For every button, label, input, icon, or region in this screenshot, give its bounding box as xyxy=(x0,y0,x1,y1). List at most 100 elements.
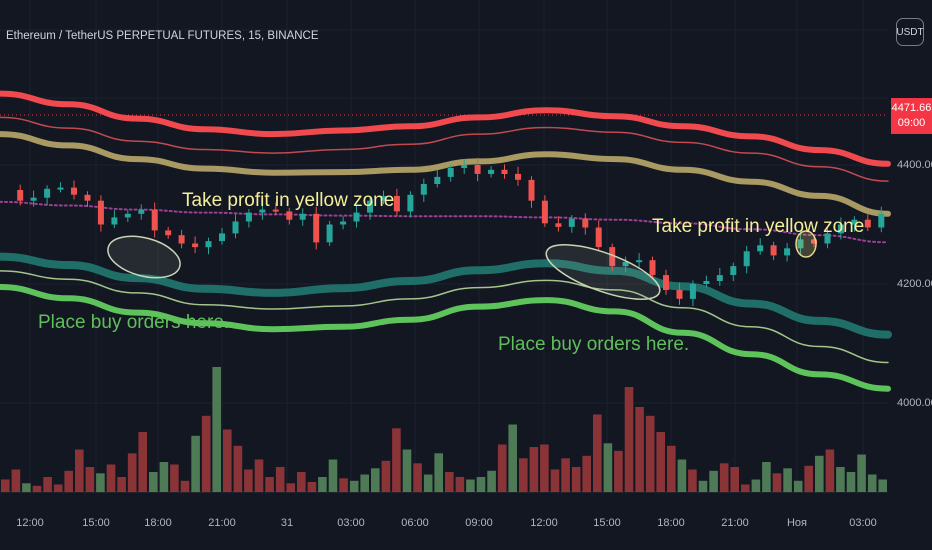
candle-body xyxy=(192,243,199,248)
candle-body xyxy=(286,211,293,220)
candle-body xyxy=(245,212,252,222)
volume-bar xyxy=(402,449,412,492)
candle-body xyxy=(609,247,616,267)
last-price: 4471.66 xyxy=(891,102,932,114)
volume-bar xyxy=(857,454,866,492)
volume-bar xyxy=(751,479,761,492)
candle-body xyxy=(17,190,24,201)
volume-bar xyxy=(423,474,433,492)
volume-bar xyxy=(297,472,306,492)
volume-bar xyxy=(180,480,190,493)
volume-bar xyxy=(561,458,570,493)
y-axis: 4400.00 4200.00 4000.00 xyxy=(897,159,932,409)
volume-bar xyxy=(286,483,295,493)
candle-body xyxy=(367,200,373,213)
volume-bar xyxy=(540,444,549,492)
candle-body xyxy=(811,239,817,244)
volume-bar xyxy=(43,477,52,492)
volume-bar xyxy=(445,472,454,492)
bar-countdown: 09:00 xyxy=(897,117,926,129)
candle-body xyxy=(219,233,225,242)
candles xyxy=(17,157,885,306)
volume-bar xyxy=(318,477,327,492)
profit-zone-marker xyxy=(795,230,817,258)
candle-body xyxy=(663,275,669,290)
volume-bar xyxy=(772,473,782,493)
candle-body xyxy=(111,217,118,225)
volume-bar xyxy=(455,477,465,492)
candle-body xyxy=(555,223,562,227)
volume-bar xyxy=(170,464,179,492)
volume-bar xyxy=(233,445,243,493)
candle-body xyxy=(501,169,508,174)
volume-bar xyxy=(815,455,824,493)
volume-bar xyxy=(698,480,708,493)
volume-bar xyxy=(466,479,475,492)
volume-bar xyxy=(191,435,200,493)
volume-bar xyxy=(667,445,676,493)
x-tick-label: Ноя xyxy=(787,517,807,529)
candle-body xyxy=(447,168,454,177)
volume-bar xyxy=(635,407,644,492)
buy-zone-ellipse-1 xyxy=(107,235,181,279)
volume-bar xyxy=(867,474,877,492)
y-tick-label: 4000.00 xyxy=(897,397,932,409)
annotation-buy-2: Place buy orders here. xyxy=(498,334,689,355)
volume-bar xyxy=(719,463,729,493)
volume-bar xyxy=(709,470,718,493)
volume-bar xyxy=(677,459,687,492)
volume-bar xyxy=(32,485,42,493)
x-tick-label: 03:00 xyxy=(849,517,877,529)
volume-bar xyxy=(392,428,401,493)
volume-bar xyxy=(519,458,528,493)
volume-bar xyxy=(244,469,253,492)
volume-bar xyxy=(571,467,581,492)
volume-bar xyxy=(328,459,338,492)
candle-body xyxy=(232,221,239,234)
candle-body xyxy=(703,281,710,284)
currency-selector[interactable]: USDT xyxy=(896,18,924,46)
band-mid-dotted xyxy=(0,200,889,244)
candle-body xyxy=(205,241,212,248)
x-tick-label: 15:00 xyxy=(593,517,621,529)
candle-body xyxy=(595,227,602,248)
candle-body xyxy=(797,239,804,249)
volume-bar xyxy=(201,415,211,493)
y-tick-label: 4200.00 xyxy=(897,278,932,290)
volume-bar xyxy=(497,444,507,492)
volume-bar xyxy=(360,474,369,492)
volume-bar xyxy=(1,479,10,492)
volume-bar xyxy=(349,480,359,493)
annotation-buy-1: Place buy orders here. xyxy=(38,312,229,333)
volume-bar xyxy=(106,464,116,492)
volume-bar xyxy=(413,463,422,493)
volume-bar xyxy=(265,477,274,492)
candle-body xyxy=(824,233,831,244)
volume-bar xyxy=(487,470,496,493)
chart-title: Ethereum / TetherUS PERPETUAL FUTURES, 1… xyxy=(6,30,319,42)
candle-body xyxy=(84,194,91,201)
candle-body xyxy=(299,213,306,220)
candle-body xyxy=(488,169,495,174)
bands xyxy=(0,90,892,392)
volume-bar xyxy=(159,462,169,492)
candle-body xyxy=(837,224,844,234)
candle-body xyxy=(851,219,858,225)
volume-bar xyxy=(64,470,73,493)
volume-bar xyxy=(223,429,232,492)
volume-bar xyxy=(741,484,750,492)
candle-body xyxy=(313,213,320,243)
x-tick-label: 31 xyxy=(281,517,293,529)
candle-body xyxy=(461,165,468,168)
volume-bar xyxy=(582,455,591,493)
volume-bars xyxy=(1,367,887,493)
candle-body xyxy=(393,195,400,212)
volume-bar xyxy=(307,482,317,492)
annotation-take-profit-2: Take profit in yellow zone xyxy=(652,216,864,237)
candle-body xyxy=(770,245,777,256)
candle-body xyxy=(30,197,37,201)
candle-body xyxy=(407,194,414,212)
candle-body xyxy=(57,187,64,190)
candle-body xyxy=(151,209,158,231)
x-tick-label: 09:00 xyxy=(465,517,493,529)
